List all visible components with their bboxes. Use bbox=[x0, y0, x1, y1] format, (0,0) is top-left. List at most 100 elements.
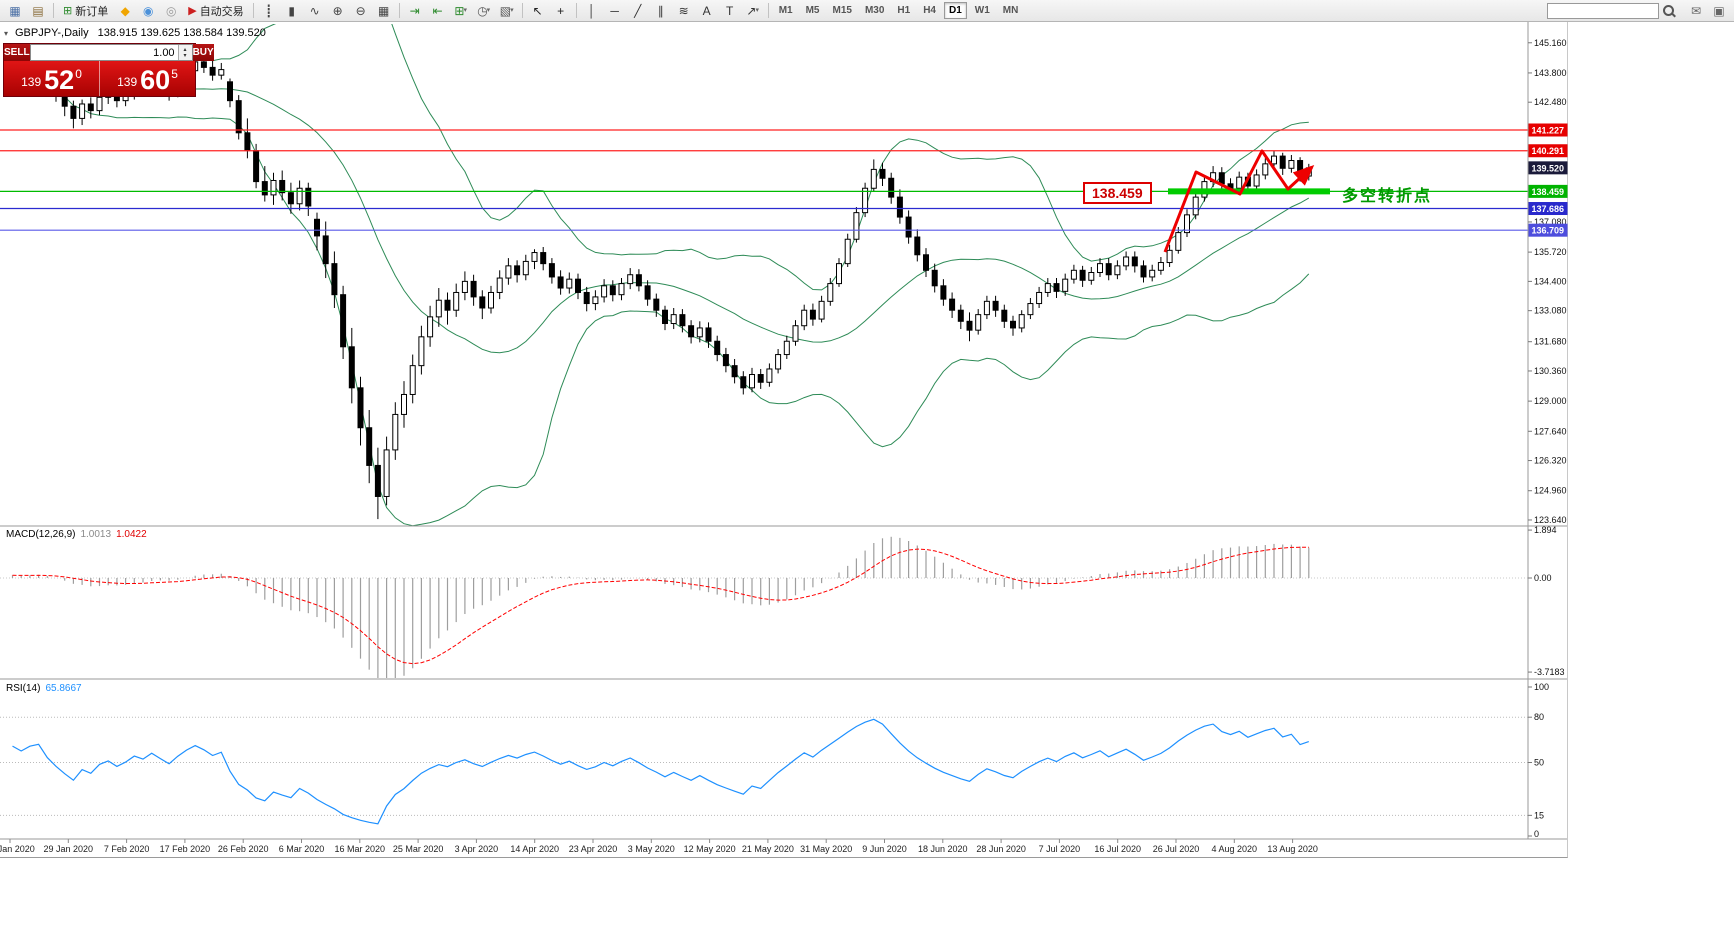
candle-bear bbox=[679, 314, 686, 327]
date-axis-label: 16 Mar 2020 bbox=[335, 844, 386, 854]
profiles-icon[interactable]: ▤ bbox=[32, 3, 44, 18]
timeframe-H1[interactable]: H1 bbox=[897, 5, 911, 16]
price-axis-box[interactable] bbox=[1528, 123, 1568, 137]
timeframe-H4[interactable]: H4 bbox=[923, 5, 936, 16]
candle-bear bbox=[514, 265, 521, 276]
indicators-icon[interactable]: ⊞ ▾ bbox=[454, 3, 467, 18]
support-price-flag[interactable]: 138.459 bbox=[1083, 182, 1152, 204]
date-axis-label: 31 May 2020 bbox=[800, 844, 852, 854]
price-axis-box[interactable] bbox=[1528, 144, 1568, 158]
chat-icon[interactable]: ▣ bbox=[1713, 3, 1725, 18]
price-axis-box[interactable] bbox=[1528, 223, 1568, 237]
tile-windows-icon[interactable]: ▦ bbox=[378, 3, 390, 18]
autotrade-button[interactable]: ▶ 自动交易 bbox=[183, 2, 248, 20]
date-axis-label: 28 Jun 2020 bbox=[976, 844, 1026, 854]
timeframe-M5[interactable]: M5 bbox=[805, 5, 820, 16]
line-chart-icon[interactable]: ∿ bbox=[309, 3, 320, 18]
mql-market-icon[interactable]: ◆ bbox=[120, 3, 130, 18]
sell-button[interactable]: SELL bbox=[4, 44, 30, 61]
volume-up-icon[interactable]: ▴ bbox=[183, 46, 187, 53]
macd-axis-label: -3.7183 bbox=[1534, 667, 1565, 677]
timeframe-M1[interactable]: M1 bbox=[778, 5, 793, 16]
indicators-icon-dropdown[interactable]: ▾ bbox=[463, 7, 467, 14]
templates-icon[interactable]: ▧ ▾ bbox=[499, 3, 514, 18]
alerts-icon[interactable]: ✉ bbox=[1690, 3, 1702, 18]
volume-down-icon[interactable]: ▾ bbox=[183, 52, 187, 59]
candle-bear bbox=[235, 100, 242, 134]
candle-bear bbox=[1140, 265, 1147, 278]
auto-scroll-icon[interactable]: ⇥ bbox=[409, 3, 420, 18]
price-axis-label: 123.640 bbox=[1534, 515, 1567, 525]
sell-price-button[interactable]: 139 52 0 bbox=[4, 61, 100, 96]
candle-bull bbox=[592, 296, 599, 305]
price-chart-canvas[interactable]: 145.160 143.800 142.480 137.080 135.720 134.4… bbox=[0, 22, 1568, 858]
candle-bull bbox=[801, 309, 808, 327]
sell-price-big: 52 bbox=[44, 65, 75, 95]
candle-bear bbox=[957, 309, 964, 322]
bars-chart-icon[interactable]: ┋ bbox=[265, 3, 273, 18]
candle-bull bbox=[696, 327, 703, 338]
price-axis-box[interactable] bbox=[1528, 161, 1568, 175]
arrows-icon-dropdown[interactable]: ▾ bbox=[755, 7, 759, 14]
arrows-icon[interactable]: ↗ ▾ bbox=[746, 3, 759, 18]
price-axis-label: 137.080 bbox=[1534, 217, 1567, 227]
signals-icon[interactable]: ◉ bbox=[142, 3, 154, 18]
fibonacci-icon[interactable]: ≋ bbox=[678, 3, 689, 18]
buy-price-big: 60 bbox=[140, 65, 171, 95]
timeframe-M15[interactable]: M15 bbox=[832, 5, 852, 16]
new-order-button[interactable]: ⊞ 新订单 bbox=[58, 2, 113, 20]
price-axis-box[interactable] bbox=[1528, 184, 1568, 198]
horizontal-line-icon[interactable]: ─ bbox=[610, 3, 619, 18]
candle-bear bbox=[609, 285, 616, 296]
chart-window-icon[interactable]: ▦ bbox=[9, 3, 21, 18]
trend-zigzag-arrow[interactable] bbox=[1163, 149, 1315, 253]
periods-icon-dropdown[interactable]: ▾ bbox=[486, 7, 491, 14]
chart-shift-icon[interactable]: ⇤ bbox=[432, 3, 443, 18]
vertical-line-icon[interactable]: │ bbox=[587, 3, 596, 18]
crosshair-icon[interactable]: + bbox=[557, 3, 565, 18]
volume-input[interactable] bbox=[30, 45, 178, 60]
toolbar-separator bbox=[521, 3, 523, 18]
candle-bear bbox=[966, 320, 973, 331]
candles-chart-icon[interactable]: ▮ bbox=[288, 3, 295, 18]
rsi-axis-label: 80 bbox=[1534, 712, 1544, 722]
price-axis-label: 135.720 bbox=[1534, 247, 1567, 257]
trendline-icon[interactable]: ╱ bbox=[634, 3, 642, 18]
candle-bull bbox=[844, 238, 851, 265]
date-axis-label: 21 May 2020 bbox=[742, 844, 794, 854]
new-order-button-label: 新订单 bbox=[75, 5, 109, 18]
cursor-icon[interactable]: ↖ bbox=[532, 3, 543, 18]
candle-bear bbox=[644, 285, 651, 300]
price-axis-box-label: 138.459 bbox=[1532, 187, 1565, 197]
channel-icon[interactable]: ∥ bbox=[657, 3, 664, 18]
timeframe-M30[interactable]: M30 bbox=[864, 5, 885, 16]
chart-header: GBPJPY-,Daily 138.915 139.625 138.584 13… bbox=[15, 27, 266, 39]
one-click-panel-toggle-icon[interactable]: ▾ bbox=[4, 29, 9, 38]
date-axis-label: 26 Jul 2020 bbox=[1153, 844, 1200, 854]
candle-bull bbox=[1097, 263, 1103, 274]
label-icon[interactable]: T bbox=[726, 3, 734, 18]
candle-bull bbox=[418, 336, 425, 367]
candle-bull bbox=[783, 340, 790, 356]
vps-icon[interactable]: ◎ bbox=[165, 3, 177, 18]
text-icon[interactable]: A bbox=[702, 3, 711, 18]
timeframe-D1[interactable]: D1 bbox=[944, 2, 967, 19]
candle-bull bbox=[1236, 176, 1243, 189]
candle-bear bbox=[731, 365, 738, 378]
templates-icon-dropdown[interactable]: ▾ bbox=[510, 7, 514, 14]
timeframe-W1[interactable]: W1 bbox=[974, 5, 990, 16]
macd-signal-value: 1.0422 bbox=[116, 529, 147, 540]
candle-bear bbox=[357, 387, 364, 429]
timeframe-MN[interactable]: MN bbox=[1002, 5, 1019, 16]
periods-icon[interactable]: ◷ ▾ bbox=[477, 3, 491, 18]
candle-bull bbox=[435, 299, 442, 318]
zoom-in-icon[interactable]: ⊕ bbox=[332, 3, 343, 18]
buy-price-button[interactable]: 139 60 5 bbox=[100, 61, 195, 96]
zoom-out-icon[interactable]: ⊖ bbox=[355, 3, 366, 18]
search-icon[interactable] bbox=[1663, 5, 1674, 16]
price-axis-box[interactable] bbox=[1528, 202, 1568, 216]
price-axis-label: 143.800 bbox=[1534, 68, 1567, 78]
buy-button[interactable]: BUY bbox=[192, 44, 214, 61]
candle-bull bbox=[1027, 303, 1034, 316]
search-input[interactable] bbox=[1547, 2, 1659, 19]
